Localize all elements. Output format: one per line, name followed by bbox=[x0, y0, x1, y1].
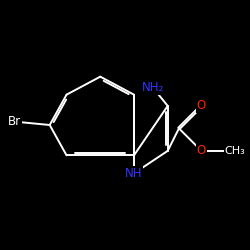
Text: NH: NH bbox=[125, 167, 143, 180]
Text: CH₃: CH₃ bbox=[225, 146, 246, 156]
Text: O: O bbox=[197, 144, 206, 157]
Text: Br: Br bbox=[8, 115, 22, 128]
Text: O: O bbox=[197, 100, 206, 112]
Text: NH₂: NH₂ bbox=[142, 82, 164, 94]
